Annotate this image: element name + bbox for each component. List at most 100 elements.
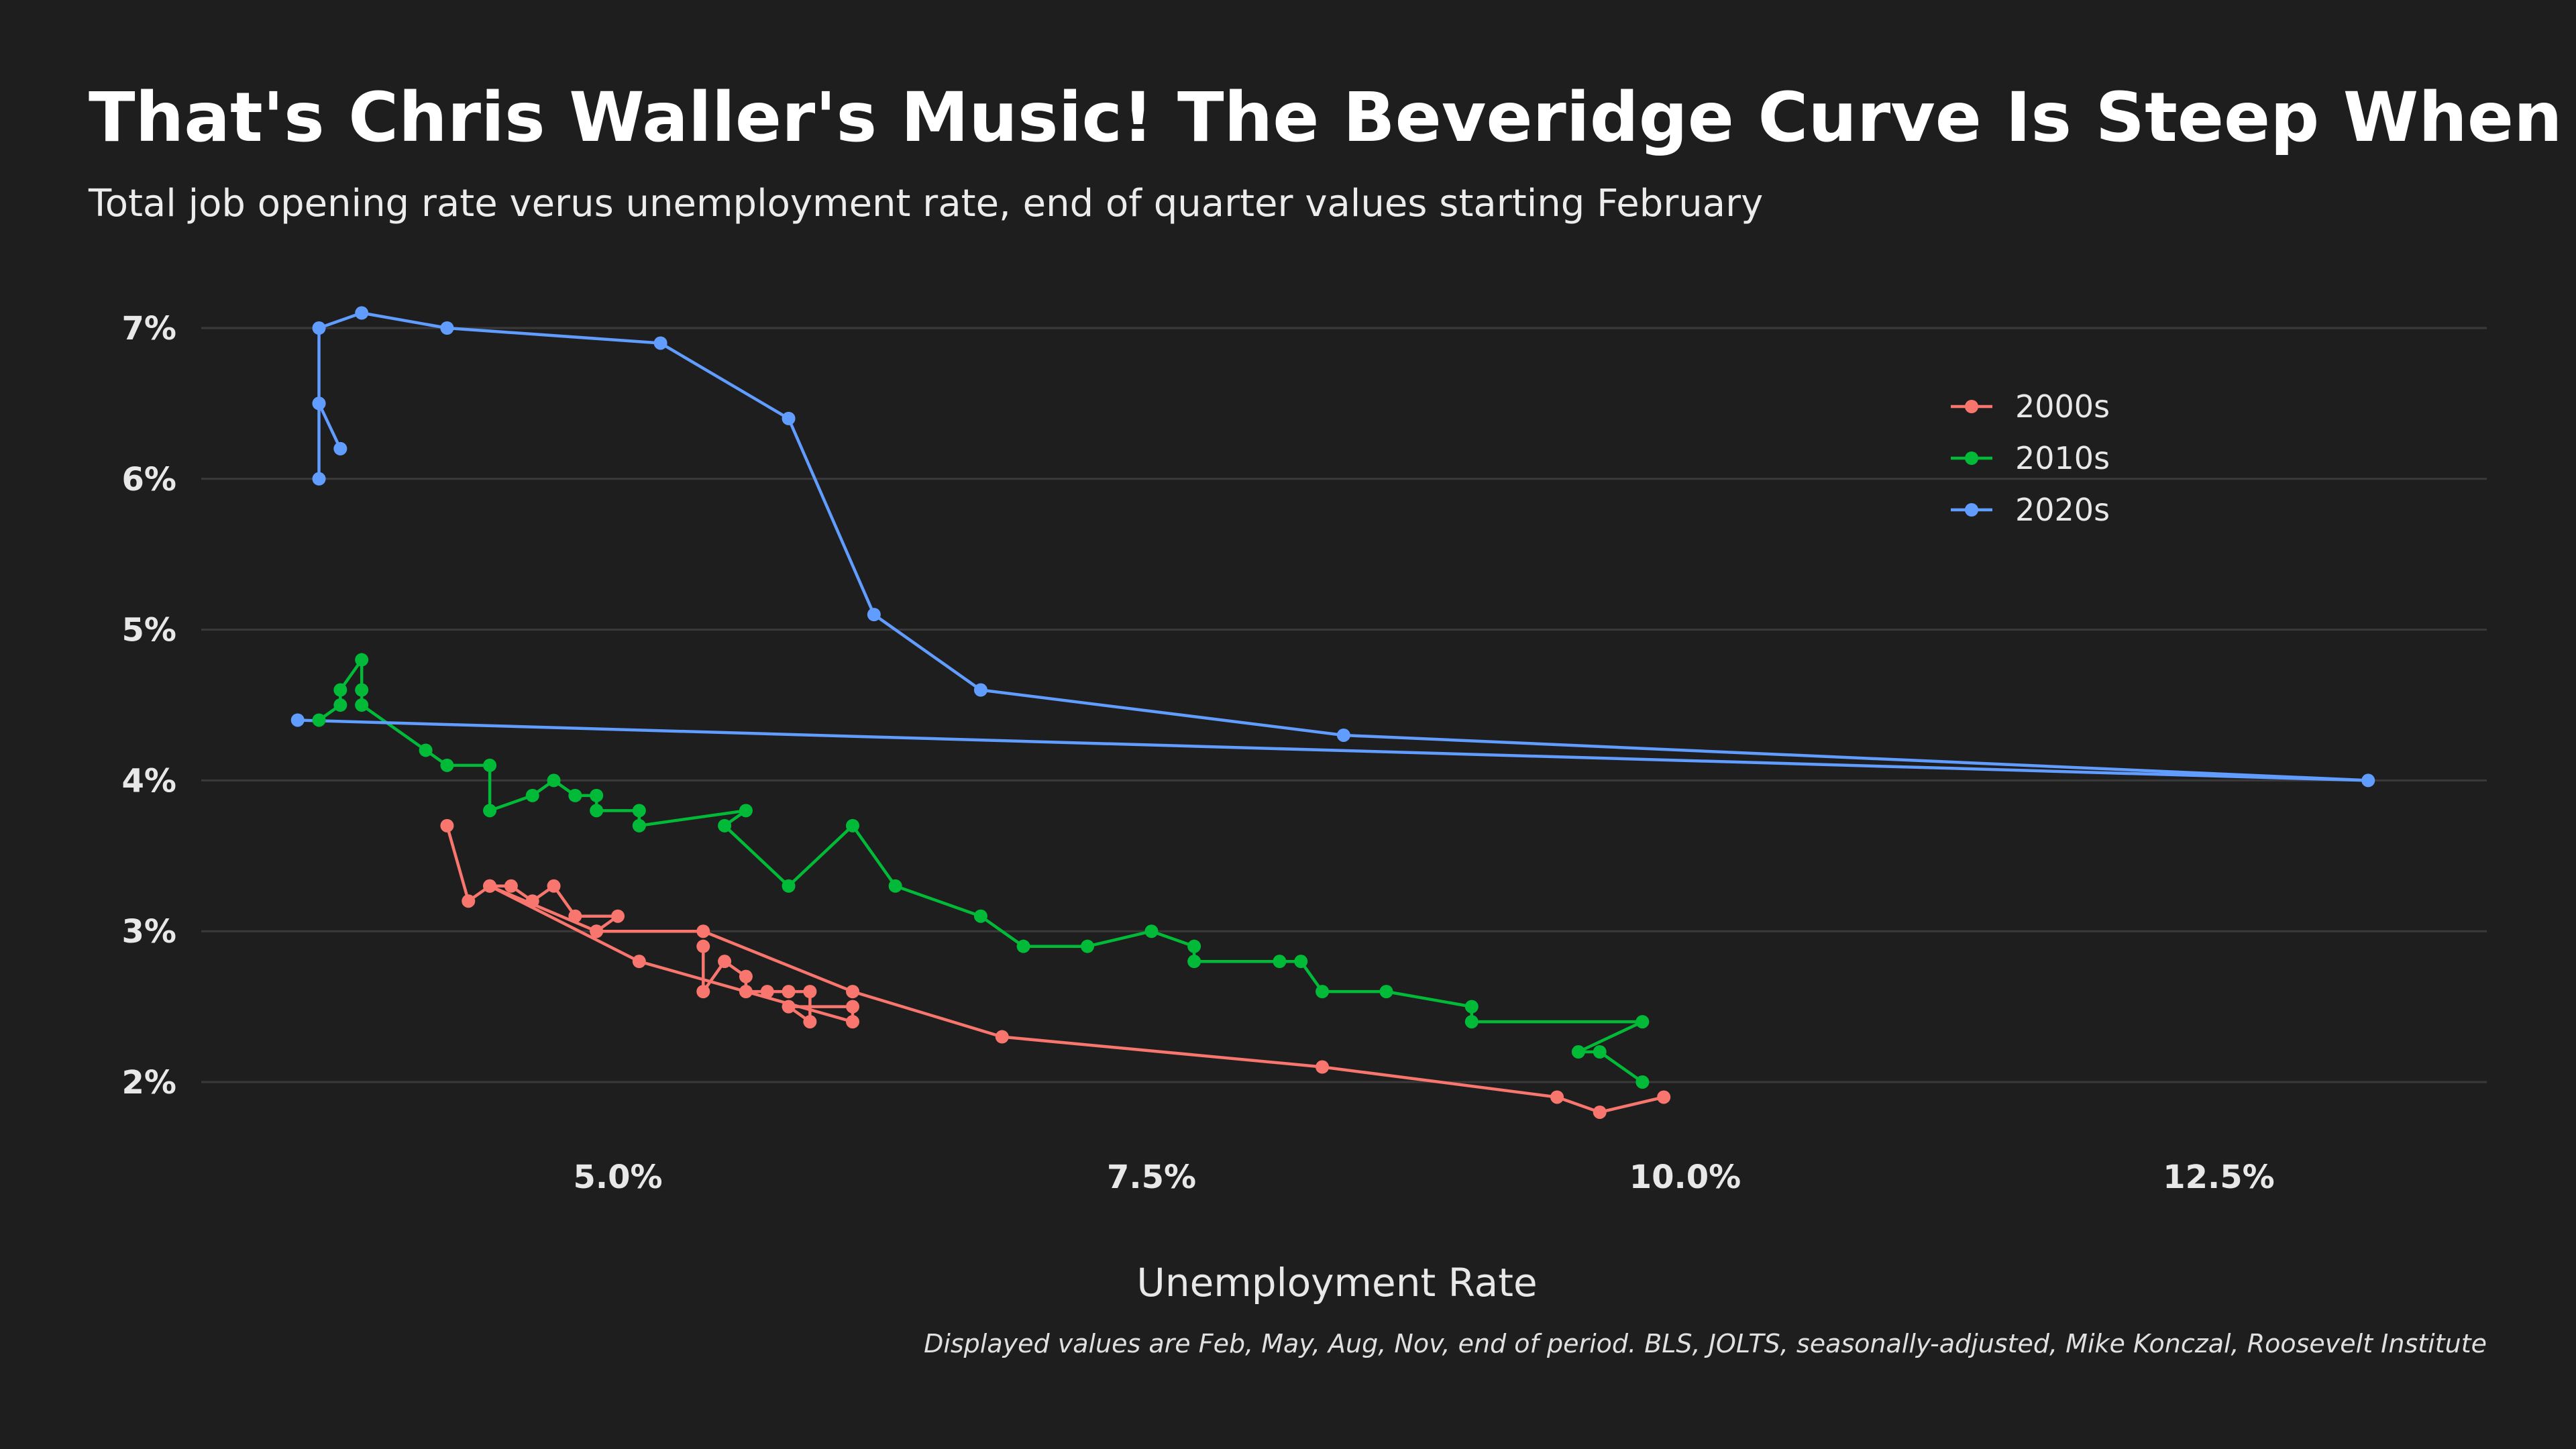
data-point-2010s xyxy=(590,804,604,818)
data-point-2000s xyxy=(739,969,753,983)
data-point-2000s xyxy=(846,1000,860,1014)
chart-caption: Displayed values are Feb, May, Aug, Nov,… xyxy=(924,1329,2487,1358)
data-point-2010s xyxy=(1144,924,1159,938)
data-point-2010s xyxy=(419,743,433,757)
x-tick-label: 10.0% xyxy=(1629,1159,1741,1196)
data-point-2010s xyxy=(1294,955,1308,969)
legend-key-point xyxy=(1965,503,1978,517)
data-point-2000s xyxy=(525,894,539,908)
legend-label-2010s: 2010s xyxy=(2015,440,2110,476)
data-point-2000s xyxy=(846,1015,860,1029)
y-axis-ticks: 2% 3% 4% 5% 6% 7% xyxy=(122,310,177,1102)
data-point-2010s xyxy=(1379,985,1393,999)
data-point-2010s xyxy=(888,879,902,893)
chart-title: That's Chris Waller's Music! The Beverid… xyxy=(89,78,2576,158)
data-point-2000s xyxy=(590,924,604,938)
data-point-2000s xyxy=(846,985,860,999)
chart-subtitle: Total job opening rate verus unemploymen… xyxy=(88,182,1763,225)
data-point-2010s xyxy=(483,804,497,818)
data-point-2000s xyxy=(803,985,817,999)
data-point-2010s xyxy=(718,818,732,833)
data-point-2000s xyxy=(1550,1090,1564,1104)
data-point-2020s xyxy=(312,396,326,411)
y-tick-label: 4% xyxy=(122,762,177,800)
series-line-2000s xyxy=(445,824,1666,1114)
data-point-2000s xyxy=(1593,1105,1607,1119)
data-point-2010s xyxy=(440,758,454,772)
y-tick-label: 7% xyxy=(122,310,177,347)
legend-label-2000s: 2000s xyxy=(2015,388,2110,425)
x-axis-label: Unemployment Rate xyxy=(1136,1260,1537,1305)
x-tick-label: 7.5% xyxy=(1107,1159,1196,1196)
series-points xyxy=(290,306,2375,1119)
data-point-2020s xyxy=(782,411,796,425)
data-point-2000s xyxy=(995,1030,1009,1044)
data-point-2010s xyxy=(1635,1075,1650,1089)
x-tick-label: 5.0% xyxy=(573,1159,662,1196)
data-point-2000s xyxy=(696,939,710,953)
data-point-2000s xyxy=(568,909,582,923)
data-point-2020s xyxy=(290,713,305,727)
data-point-2010s xyxy=(1016,939,1030,953)
data-point-2010s xyxy=(1273,955,1287,969)
data-point-2020s xyxy=(440,321,454,335)
data-point-2010s xyxy=(1187,955,1201,969)
data-point-2000s xyxy=(1657,1090,1671,1104)
data-point-2000s xyxy=(718,955,732,969)
data-point-2020s xyxy=(867,608,881,622)
data-point-2000s xyxy=(803,1015,817,1029)
data-point-2010s xyxy=(1593,1045,1607,1059)
data-point-2010s xyxy=(632,804,646,818)
data-point-2020s xyxy=(355,306,369,320)
data-point-2010s xyxy=(1187,939,1201,953)
data-point-2010s xyxy=(483,758,497,772)
data-point-2020s xyxy=(312,321,326,335)
data-point-2010s xyxy=(1464,1000,1479,1014)
data-point-2010s xyxy=(1571,1045,1585,1059)
legend: 2000s 2010s 2020s xyxy=(1951,388,2110,528)
data-point-2000s xyxy=(1316,1060,1330,1074)
data-point-2000s xyxy=(547,879,561,893)
data-point-2000s xyxy=(611,909,625,923)
legend-label-2020s: 2020s xyxy=(2015,492,2110,528)
data-point-2010s xyxy=(355,683,369,697)
data-point-2000s xyxy=(440,818,454,833)
data-point-2010s xyxy=(355,698,369,712)
data-point-2010s xyxy=(1081,939,1095,953)
data-point-2020s xyxy=(2361,773,2375,788)
data-point-2010s xyxy=(1464,1015,1479,1029)
data-point-2010s xyxy=(568,788,582,802)
data-point-2020s xyxy=(653,336,667,350)
y-tick-label: 3% xyxy=(122,913,177,951)
data-point-2010s xyxy=(973,909,987,923)
data-point-2020s xyxy=(312,472,326,486)
data-point-2000s xyxy=(632,955,646,969)
series-lines xyxy=(296,311,2370,1114)
data-point-2000s xyxy=(483,879,497,893)
legend-key-point xyxy=(1965,451,1978,465)
data-point-2020s xyxy=(1336,728,1350,742)
data-point-2000s xyxy=(782,985,796,999)
series-line-2020s xyxy=(296,311,2370,782)
data-point-2010s xyxy=(1635,1015,1650,1029)
data-point-2000s xyxy=(782,1000,796,1014)
data-point-2000s xyxy=(504,879,518,893)
data-point-2020s xyxy=(973,683,987,697)
data-point-2010s xyxy=(355,653,369,667)
data-point-2000s xyxy=(760,985,774,999)
x-axis-ticks: 5.0% 7.5% 10.0% 12.5% xyxy=(573,1159,2274,1196)
data-point-2020s xyxy=(333,441,347,455)
data-point-2010s xyxy=(782,879,796,893)
data-point-2010s xyxy=(846,818,860,833)
data-point-2010s xyxy=(333,698,347,712)
series-line-2010s xyxy=(317,658,1644,1084)
data-point-2010s xyxy=(632,818,646,833)
data-point-2000s xyxy=(696,985,710,999)
data-point-2010s xyxy=(739,804,753,818)
series-line-2000s-cluster xyxy=(488,884,855,1024)
data-point-2010s xyxy=(333,683,347,697)
legend-key-point xyxy=(1965,400,1978,413)
data-point-2010s xyxy=(525,788,539,802)
gridlines xyxy=(201,327,2487,1083)
